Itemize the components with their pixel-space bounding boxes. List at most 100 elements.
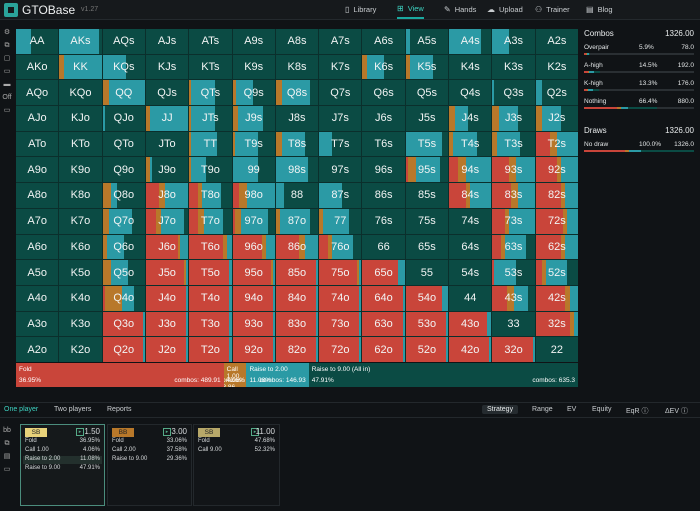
hand-cell-Q9s[interactable]: Q9s bbox=[232, 80, 275, 106]
hand-cell-T4o[interactable]: T4o bbox=[189, 285, 232, 311]
hand-cell-97o[interactable]: 97o bbox=[232, 208, 275, 234]
hand-cell-K5o[interactable]: K5o bbox=[59, 260, 102, 285]
hand-cell-94o[interactable]: 94o bbox=[232, 285, 275, 311]
hand-cell-Q6o[interactable]: Q6o bbox=[102, 234, 145, 260]
hand-cell-Q5o[interactable]: Q5o bbox=[102, 260, 145, 285]
hand-cell-95o[interactable]: 95o bbox=[232, 260, 275, 285]
hand-cell-A5s[interactable]: A5s bbox=[405, 29, 449, 54]
hand-cell-J5o[interactable]: J5o bbox=[145, 260, 189, 285]
hand-cell-43s[interactable]: 43s bbox=[492, 285, 535, 311]
hand-cell-85o[interactable]: 85o bbox=[275, 260, 319, 285]
hand-cell-QJo[interactable]: QJo bbox=[102, 106, 145, 131]
panel-action-row[interactable]: Call 1.00 4.06% bbox=[23, 447, 102, 455]
hand-cell-76o[interactable]: 76o bbox=[319, 234, 362, 260]
hand-cell-63o[interactable]: 63o bbox=[362, 311, 405, 337]
hand-cell-A4o[interactable]: A4o bbox=[16, 285, 59, 311]
nav-view[interactable]: ⊞ View bbox=[397, 0, 424, 19]
hand-cell-T8s[interactable]: T8s bbox=[275, 131, 319, 157]
hand-cell-Q3s[interactable]: Q3s bbox=[492, 80, 535, 106]
hand-cell-T3s[interactable]: T3s bbox=[492, 131, 535, 157]
hand-cell-J8s[interactable]: J8s bbox=[275, 106, 319, 131]
hand-cell-AJs[interactable]: AJs bbox=[145, 29, 189, 54]
hand-cell-44[interactable]: 44 bbox=[449, 285, 492, 311]
hand-cell-AKo[interactable]: AKo bbox=[16, 54, 59, 80]
hand-cell-85s[interactable]: 85s bbox=[405, 183, 449, 208]
hand-cell-AQo[interactable]: AQo bbox=[16, 80, 59, 106]
hand-cell-KJs[interactable]: KJs bbox=[145, 54, 189, 80]
hand-cell-K7s[interactable]: K7s bbox=[319, 54, 362, 80]
tab-range[interactable]: Range bbox=[532, 406, 553, 413]
hand-cell-JJ[interactable]: JJ bbox=[145, 106, 189, 131]
hand-cell-A8o[interactable]: A8o bbox=[16, 183, 59, 208]
hand-cell-64s[interactable]: 64s bbox=[449, 234, 492, 260]
hand-cell-92o[interactable]: 92o bbox=[232, 337, 275, 362]
hand-cell-72s[interactable]: 72s bbox=[535, 208, 578, 234]
hand-cell-Q6s[interactable]: Q6s bbox=[362, 80, 405, 106]
hand-cell-KJo[interactable]: KJo bbox=[59, 106, 102, 131]
panel-action-row[interactable]: Raise to 9.00 47.91% bbox=[23, 465, 102, 473]
hand-cell-KTs[interactable]: KTs bbox=[189, 54, 232, 80]
hand-cell-K9o[interactable]: K9o bbox=[59, 157, 102, 183]
hand-cell-95s[interactable]: 95s bbox=[405, 157, 449, 183]
hand-cell-32o[interactable]: 32o bbox=[492, 337, 535, 362]
hand-cell-62o[interactable]: 62o bbox=[362, 337, 405, 362]
hand-cell-J2o[interactable]: J2o bbox=[145, 337, 189, 362]
hand-cell-Q2s[interactable]: Q2s bbox=[535, 80, 578, 106]
bottom-tool-2[interactable]: ▤ bbox=[3, 453, 11, 460]
hand-cell-AQs[interactable]: AQs bbox=[102, 29, 145, 54]
hand-cell-K2o[interactable]: K2o bbox=[59, 337, 102, 362]
hand-cell-K3s[interactable]: K3s bbox=[492, 54, 535, 80]
hand-cell-J4s[interactable]: J4s bbox=[449, 106, 492, 131]
hand-cell-T5o[interactable]: T5o bbox=[189, 260, 232, 285]
hand-cell-92s[interactable]: 92s bbox=[535, 157, 578, 183]
hand-cell-A3s[interactable]: A3s bbox=[492, 29, 535, 54]
hand-cell-QJs[interactable]: QJs bbox=[145, 80, 189, 106]
hand-cell-J9o[interactable]: J9o bbox=[145, 157, 189, 183]
hand-cell-T7s[interactable]: T7s bbox=[319, 131, 362, 157]
hand-cell-55[interactable]: 55 bbox=[405, 260, 449, 285]
position-panel-sb-0[interactable]: SB ▸ 1.50 Fold 36.95% Call 1.00 4.06% Raise to … bbox=[20, 424, 105, 506]
hand-cell-KQs[interactable]: KQs bbox=[102, 54, 145, 80]
hand-cell-A8s[interactable]: A8s bbox=[275, 29, 319, 54]
bottom-tool-0[interactable]: bb bbox=[3, 427, 11, 434]
hand-cell-K7o[interactable]: K7o bbox=[59, 208, 102, 234]
hand-cell-A9o[interactable]: A9o bbox=[16, 157, 59, 183]
hand-cell-77[interactable]: 77 bbox=[319, 208, 362, 234]
hand-cell-J3o[interactable]: J3o bbox=[145, 311, 189, 337]
hand-cell-K4o[interactable]: K4o bbox=[59, 285, 102, 311]
hand-cell-J6o[interactable]: J6o bbox=[145, 234, 189, 260]
panel-action-row[interactable]: Fold 47.68% bbox=[196, 438, 277, 446]
hand-cell-86o[interactable]: 86o bbox=[275, 234, 319, 260]
left-tool-4[interactable]: ▬ bbox=[3, 81, 11, 88]
hand-cell-88[interactable]: 88 bbox=[275, 183, 319, 208]
panel-action-row[interactable]: Fold 36.95% bbox=[23, 438, 102, 446]
hand-cell-A7o[interactable]: A7o bbox=[16, 208, 59, 234]
panel-action-row[interactable]: Raise to 2.00 11.08% bbox=[23, 456, 102, 464]
combo-row-overpair[interactable]: Overpair 5.9% 78.0 bbox=[584, 44, 694, 62]
hand-cell-J9s[interactable]: J9s bbox=[232, 106, 275, 131]
hand-cell-T9o[interactable]: T9o bbox=[189, 157, 232, 183]
hand-cell-J7s[interactable]: J7s bbox=[319, 106, 362, 131]
hand-cell-74s[interactable]: 74s bbox=[449, 208, 492, 234]
hand-cell-65s[interactable]: 65s bbox=[405, 234, 449, 260]
hand-cell-QTo[interactable]: QTo bbox=[102, 131, 145, 157]
tab-strategy[interactable]: Strategy bbox=[482, 405, 519, 414]
hand-cell-K6s[interactable]: K6s bbox=[362, 54, 405, 80]
hand-cell-JTo[interactable]: JTo bbox=[145, 131, 189, 157]
hand-cell-A2s[interactable]: A2s bbox=[535, 29, 578, 54]
left-tool-5[interactable]: Off bbox=[2, 94, 12, 101]
hand-cell-A5o[interactable]: A5o bbox=[16, 260, 59, 285]
tab-eqr[interactable]: EqR ⓘ bbox=[626, 408, 649, 415]
panel-action-row[interactable]: Raise to 9.00 29.36% bbox=[110, 456, 189, 464]
nav-library[interactable]: ▯ Library bbox=[345, 0, 376, 19]
hand-cell-66[interactable]: 66 bbox=[362, 234, 405, 260]
hand-cell-K9s[interactable]: K9s bbox=[232, 54, 275, 80]
hand-cell-53o[interactable]: 53o bbox=[405, 311, 449, 337]
hand-cell-73s[interactable]: 73s bbox=[492, 208, 535, 234]
hand-cell-96o[interactable]: 96o bbox=[232, 234, 275, 260]
hand-cell-ATo[interactable]: ATo bbox=[16, 131, 59, 157]
hand-cell-93s[interactable]: 93s bbox=[492, 157, 535, 183]
left-tool-3[interactable]: ▭ bbox=[3, 68, 11, 75]
hand-cell-K5s[interactable]: K5s bbox=[405, 54, 449, 80]
expand-icon[interactable]: ▸ bbox=[251, 428, 259, 436]
